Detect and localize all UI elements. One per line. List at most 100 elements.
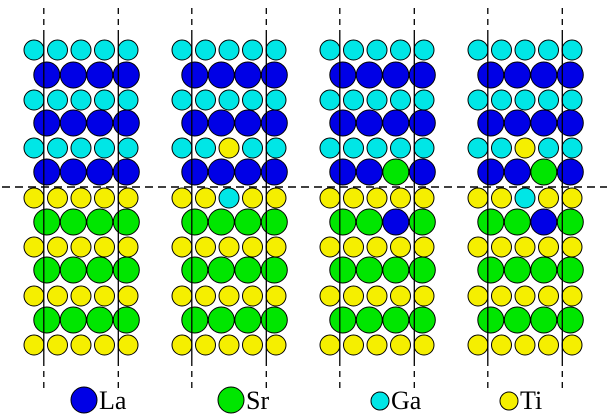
- legend-label-ti: Ti: [520, 386, 542, 414]
- atom-la: [260, 158, 288, 186]
- atom-ti: [366, 334, 388, 356]
- atom-sr: [477, 256, 505, 284]
- atom-ti: [171, 187, 193, 209]
- atom-sr: [355, 208, 383, 236]
- atom-ti: [514, 137, 536, 159]
- atom-sr: [112, 306, 140, 334]
- atom-sr: [181, 256, 209, 284]
- atom-ga: [491, 89, 512, 111]
- atom-ga: [491, 39, 512, 61]
- atom-la: [33, 109, 61, 137]
- atom-ga: [467, 89, 489, 111]
- atom-ti: [413, 187, 435, 209]
- atom-ti: [491, 187, 512, 209]
- atom-ga: [390, 137, 411, 159]
- atom-ga: [117, 137, 139, 159]
- atom-ti: [265, 187, 287, 209]
- legend-label-ga: Ga: [391, 386, 422, 414]
- atom-la: [530, 208, 558, 236]
- atom-sr: [260, 256, 288, 284]
- atom-sr: [382, 256, 410, 284]
- atom-ti: [343, 334, 364, 356]
- atom-ti: [343, 236, 364, 258]
- atom-ti: [242, 334, 263, 356]
- atom-ga: [117, 39, 139, 61]
- atom-la: [234, 109, 262, 137]
- atom-ti: [538, 285, 559, 307]
- legend-label-la: La: [99, 386, 127, 414]
- atom-ga: [23, 137, 45, 159]
- atom-ga: [218, 187, 240, 209]
- atom-sr: [408, 306, 436, 334]
- atom-la: [33, 61, 61, 89]
- atom-ti: [47, 285, 68, 307]
- atom-ga: [366, 39, 388, 61]
- atom-la: [207, 61, 235, 89]
- atom-ti: [218, 334, 240, 356]
- atom-la: [86, 109, 114, 137]
- atom-la: [234, 158, 262, 186]
- atom-la: [477, 109, 505, 137]
- atom-ga: [94, 89, 115, 111]
- atom-ga: [70, 137, 92, 159]
- panel-2: [171, 8, 288, 392]
- atom-ti: [47, 334, 68, 356]
- atom-ga: [413, 39, 435, 61]
- atom-ga: [319, 137, 341, 159]
- atom-la: [207, 109, 235, 137]
- atom-ti: [390, 236, 411, 258]
- atom-ti: [366, 187, 388, 209]
- atom-ga: [47, 39, 68, 61]
- atom-la: [355, 61, 383, 89]
- atom-ti: [70, 187, 92, 209]
- atom-ti: [218, 285, 240, 307]
- atom-ti: [366, 236, 388, 258]
- atom-sr: [556, 256, 584, 284]
- atom-ga: [413, 89, 435, 111]
- atom-ti: [23, 187, 45, 209]
- atom-ti: [491, 334, 512, 356]
- atom-ga: [366, 89, 388, 111]
- atom-ga: [265, 89, 287, 111]
- atom-ga: [218, 89, 240, 111]
- atom-ti: [343, 187, 364, 209]
- atom-ti: [195, 236, 216, 258]
- atom-la: [260, 109, 288, 137]
- atom-ga: [171, 89, 193, 111]
- atom-sr: [112, 256, 140, 284]
- atom-sr: [112, 208, 140, 236]
- atom-ga: [47, 137, 68, 159]
- atom-sr: [260, 306, 288, 334]
- atom-la: [556, 158, 584, 186]
- atom-la: [86, 158, 114, 186]
- atom-sr: [382, 158, 410, 186]
- atom-la: [181, 61, 209, 89]
- atom-ti: [70, 285, 92, 307]
- atom-ti: [117, 236, 139, 258]
- atom-ga: [242, 137, 263, 159]
- atom-ti: [319, 334, 341, 356]
- atom-ti: [538, 236, 559, 258]
- panel-1: [23, 8, 140, 392]
- atom-sr: [503, 256, 531, 284]
- atom-sr: [477, 306, 505, 334]
- atom-sr: [86, 208, 114, 236]
- atom-sr: [181, 306, 209, 334]
- atom-ti: [171, 236, 193, 258]
- atom-ti: [195, 285, 216, 307]
- atom-ti: [23, 334, 45, 356]
- atom-ga: [117, 89, 139, 111]
- atom-ti: [195, 334, 216, 356]
- atom-la: [59, 158, 87, 186]
- atom-ga: [319, 39, 341, 61]
- atom-ti: [514, 285, 536, 307]
- atom-la: [112, 109, 140, 137]
- atom-sr: [59, 208, 87, 236]
- atom-ti: [242, 187, 263, 209]
- atom-ti: [514, 334, 536, 356]
- atom-ti: [319, 285, 341, 307]
- atom-sr: [234, 208, 262, 236]
- atom-ti: [195, 187, 216, 209]
- legend-swatch-la: [70, 386, 98, 414]
- atom-ti: [390, 285, 411, 307]
